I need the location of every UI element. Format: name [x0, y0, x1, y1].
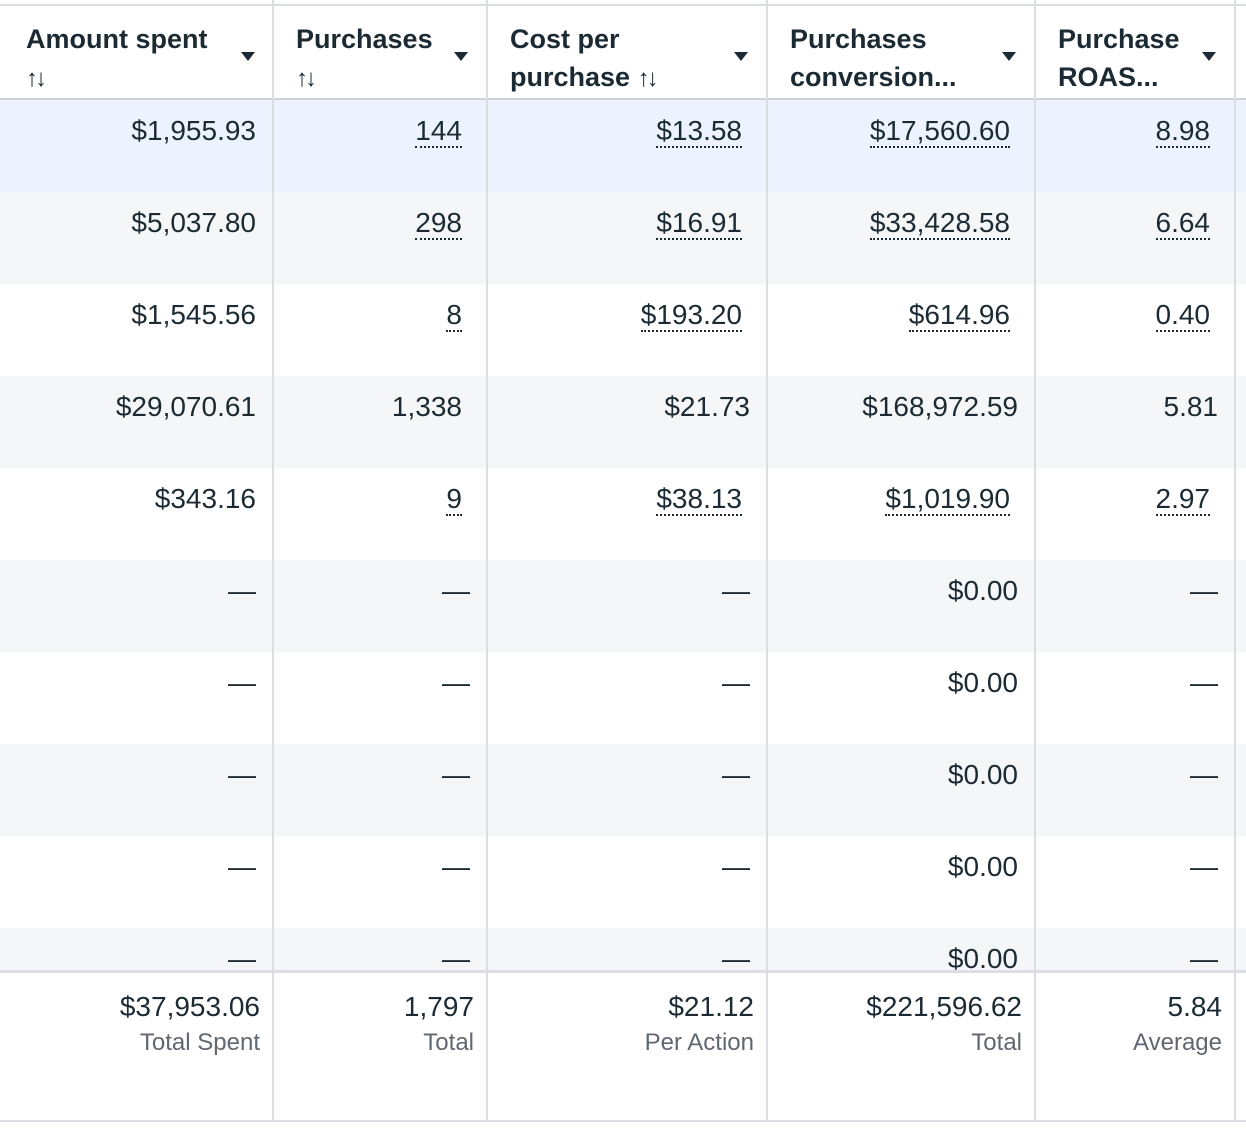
cost-per-purchase-cell: — — [722, 575, 750, 606]
chevron-down-icon[interactable] — [454, 52, 468, 61]
purchases-cell[interactable]: 298 — [415, 207, 462, 240]
purchases-cell: — — [442, 667, 470, 698]
table-row[interactable]: $1,545.56 8 $193.20 $614.96 0.40 — [0, 284, 1246, 376]
table-row[interactable]: $29,070.61 1,338 $21.73 $168,972.59 5.81 — [0, 376, 1246, 468]
table-row[interactable]: — — — $0.00 — — [0, 744, 1246, 836]
table-row[interactable]: — — — $0.00 — — [0, 652, 1246, 744]
purchases-cell: — — [442, 575, 470, 606]
column-header-cost-per-purchase[interactable]: Cost per purchase ↑↓ — [488, 6, 766, 100]
column-header-purchase-roas[interactable]: Purchase ROAS... — [1036, 6, 1234, 100]
cost-per-purchase-cell[interactable]: $193.20 — [640, 299, 742, 332]
total-value: 1,797 — [403, 991, 474, 1022]
conversion-value-cell: $168,972.59 — [862, 391, 1018, 422]
column-header-purchases-conversion[interactable]: Purchases conversion... — [768, 6, 1034, 100]
conversion-value-cell[interactable]: $17,560.60 — [869, 115, 1010, 148]
cost-per-purchase-cell[interactable]: $38.13 — [656, 483, 742, 516]
cost-per-purchase-cell: — — [722, 851, 750, 882]
column-label: Cost per purchase — [510, 24, 631, 92]
conversion-value-cell[interactable]: $1,019.90 — [885, 483, 1010, 516]
cost-per-purchase-cell[interactable]: $16.91 — [656, 207, 742, 240]
total-conversion-value: $221,596.62 Total — [768, 973, 1022, 1061]
conversion-value-cell: $0.00 — [947, 667, 1018, 698]
cost-per-purchase-cell: — — [722, 759, 750, 790]
amount-spent-cell: $5,037.80 — [131, 207, 256, 238]
chevron-down-icon[interactable] — [1002, 52, 1016, 61]
total-purchases: 1,797 Total — [274, 973, 474, 1061]
total-amount-spent: $37,953.06 Total Spent — [4, 973, 260, 1061]
roas-cell[interactable]: 8.98 — [1155, 115, 1210, 148]
conversion-value-cell: $0.00 — [947, 943, 1018, 970]
average-roas: 5.84 Average — [1036, 973, 1222, 1061]
conversion-value-cell: $0.00 — [947, 851, 1018, 882]
column-label: Purchases — [296, 24, 433, 54]
roas-cell: — — [1190, 759, 1218, 790]
total-value: $221,596.62 — [866, 991, 1022, 1022]
chevron-down-icon[interactable] — [1202, 52, 1216, 61]
purchases-cell: — — [442, 759, 470, 790]
purchases-cell[interactable]: 8 — [446, 299, 462, 332]
table-row[interactable]: $5,037.80 298 $16.91 $33,428.58 6.64 — [0, 192, 1246, 284]
total-value: $37,953.06 — [119, 991, 260, 1022]
purchases-cell[interactable]: 9 — [446, 483, 462, 516]
column-label: Purchase ROAS... — [1058, 24, 1180, 92]
roas-cell[interactable]: 2.97 — [1155, 483, 1210, 516]
roas-cell[interactable]: 0.40 — [1155, 299, 1210, 332]
table-header: Amount spent ↑↓ Purchases ↑↓ Cost per purc… — [0, 4, 1246, 100]
sort-arrows-icon[interactable]: ↑↓ — [26, 65, 47, 92]
purchases-cell[interactable]: 144 — [415, 115, 462, 148]
chevron-down-icon[interactable] — [734, 52, 748, 61]
amount-spent-cell: — — [228, 759, 256, 790]
total-cost-per-purchase: $21.12 Per Action — [488, 973, 754, 1061]
amount-spent-cell: — — [228, 667, 256, 698]
roas-cell: — — [1190, 943, 1218, 970]
sort-arrows-icon[interactable]: ↑↓ — [637, 65, 659, 92]
sort-arrows-icon[interactable]: ↑↓ — [296, 65, 317, 92]
roas-cell[interactable]: 6.64 — [1155, 207, 1210, 240]
column-label: Purchases conversion... — [790, 24, 957, 92]
table-row[interactable]: — — — $0.00 — — [0, 560, 1246, 652]
total-label: Average — [1133, 1029, 1222, 1056]
total-label: Per Action — [644, 1029, 754, 1056]
total-value: 5.84 — [1167, 991, 1223, 1022]
conversion-value-cell: $0.00 — [947, 575, 1018, 606]
purchases-cell: — — [442, 943, 470, 970]
roas-cell: — — [1190, 667, 1218, 698]
amount-spent-cell: $29,070.61 — [115, 391, 256, 422]
roas-cell: — — [1190, 851, 1218, 882]
cost-per-purchase-cell: — — [722, 667, 750, 698]
total-label: Total Spent — [139, 1029, 260, 1056]
column-header-purchases[interactable]: Purchases ↑↓ — [274, 6, 486, 100]
column-label: Amount spent — [26, 24, 208, 54]
amount-spent-cell: — — [228, 943, 256, 970]
total-label: Total — [971, 1029, 1022, 1056]
table-row[interactable]: $343.16 9 $38.13 $1,019.90 2.97 — [0, 468, 1246, 560]
column-header-amount-spent[interactable]: Amount spent ↑↓ — [4, 6, 272, 100]
amount-spent-cell: $1,955.93 — [131, 115, 256, 146]
table-row[interactable]: — — — $0.00 — — [0, 928, 1246, 970]
amount-spent-cell: — — [228, 575, 256, 606]
cost-per-purchase-cell[interactable]: $13.58 — [656, 115, 742, 148]
purchases-cell: — — [442, 851, 470, 882]
table-footer-totals: $37,953.06 Total Spent 1,797 Total $21.1… — [0, 970, 1246, 1122]
purchases-cell: 1,338 — [391, 391, 462, 422]
conversion-value-cell[interactable]: $614.96 — [908, 299, 1010, 332]
roas-cell: — — [1190, 575, 1218, 606]
table-body: $1,955.93 144 $13.58 $17,560.60 8.98 $5,… — [0, 100, 1246, 970]
conversion-value-cell[interactable]: $33,428.58 — [869, 207, 1010, 240]
table-row[interactable]: $1,955.93 144 $13.58 $17,560.60 8.98 — [0, 100, 1246, 192]
total-value: $21.12 — [668, 991, 754, 1022]
amount-spent-cell: $1,545.56 — [131, 299, 256, 330]
roas-cell: 5.81 — [1163, 391, 1219, 422]
amount-spent-cell: $343.16 — [154, 483, 256, 514]
amount-spent-cell: — — [228, 851, 256, 882]
total-label: Total — [423, 1029, 474, 1056]
chevron-down-icon[interactable] — [241, 52, 255, 61]
conversion-value-cell: $0.00 — [947, 759, 1018, 790]
table-row[interactable]: — — — $0.00 — — [0, 836, 1246, 928]
cost-per-purchase-cell: $21.73 — [664, 391, 750, 422]
cost-per-purchase-cell: — — [722, 943, 750, 970]
